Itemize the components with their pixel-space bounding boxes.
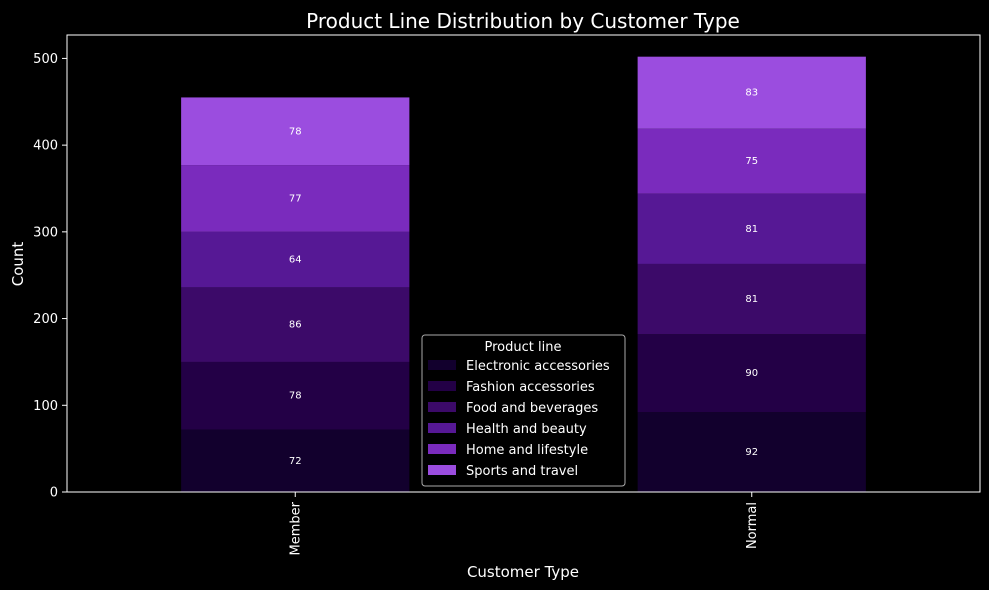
legend-label: Food and beverages bbox=[466, 401, 598, 416]
bar-value-label: 78 bbox=[289, 391, 302, 402]
bar-member-1 bbox=[181, 361, 410, 430]
bar-value-label: 77 bbox=[289, 193, 302, 204]
bar-value-label: 81 bbox=[745, 294, 758, 305]
bar-value-label: 92 bbox=[745, 447, 758, 458]
legend-label: Sports and travel bbox=[466, 464, 578, 479]
legend-swatch bbox=[428, 465, 456, 475]
y-tick-label: 300 bbox=[33, 225, 58, 240]
y-tick-label: 400 bbox=[33, 139, 58, 154]
legend-label: Electronic accessories bbox=[466, 359, 610, 374]
y-tick-label: 500 bbox=[33, 52, 58, 67]
chart-title: Product Line Distribution by Customer Ty… bbox=[306, 9, 740, 33]
y-tick-label: 200 bbox=[33, 312, 58, 327]
x-tick-label: Normal bbox=[745, 502, 760, 549]
bar-value-label: 83 bbox=[745, 88, 758, 99]
legend-label: Home and lifestyle bbox=[466, 443, 588, 458]
bar-normal-0 bbox=[637, 412, 866, 492]
legend-swatch bbox=[428, 402, 456, 412]
bar-member-5 bbox=[181, 97, 410, 166]
y-tick-label: 100 bbox=[33, 399, 58, 414]
bar-normal-2 bbox=[637, 263, 866, 335]
legend-swatch bbox=[428, 444, 456, 454]
legend: Product line Electronic accessories Fashi… bbox=[421, 334, 626, 487]
bar-value-label: 90 bbox=[745, 368, 758, 379]
bar-member-0 bbox=[181, 429, 410, 492]
bar-member-3 bbox=[181, 231, 410, 288]
legend-swatch bbox=[428, 381, 456, 391]
bar-value-label: 81 bbox=[745, 224, 758, 235]
bar-normal-1 bbox=[637, 334, 866, 413]
x-axis-label: Customer Type bbox=[467, 563, 579, 581]
bar-normal-4 bbox=[637, 128, 866, 194]
legend-label: Health and beauty bbox=[466, 422, 587, 437]
legend-swatch bbox=[428, 360, 456, 370]
bar-value-label: 78 bbox=[289, 126, 302, 137]
x-tick-label: Member bbox=[288, 501, 303, 555]
bar-normal-3 bbox=[637, 193, 866, 264]
y-axis-label: Count bbox=[9, 242, 27, 287]
bar-normal-5 bbox=[637, 56, 866, 129]
legend-swatch bbox=[428, 423, 456, 433]
bar-value-label: 72 bbox=[289, 456, 302, 467]
y-tick-label: 0 bbox=[50, 486, 58, 501]
bar-value-label: 86 bbox=[289, 320, 302, 331]
legend-box bbox=[421, 334, 626, 487]
bar-value-label: 75 bbox=[745, 156, 758, 167]
bar-value-label: 64 bbox=[289, 255, 302, 266]
legend-title: Product line bbox=[485, 340, 562, 355]
bar-member-4 bbox=[181, 165, 410, 232]
bar-member-2 bbox=[181, 287, 410, 362]
plot-area: 72 78 86 64 77 78 Member 92 90 81 81 75 83 Normal 0 100… bbox=[33, 34, 981, 555]
axes-frame bbox=[66, 34, 981, 493]
legend-label: Fashion accessories bbox=[466, 380, 595, 395]
